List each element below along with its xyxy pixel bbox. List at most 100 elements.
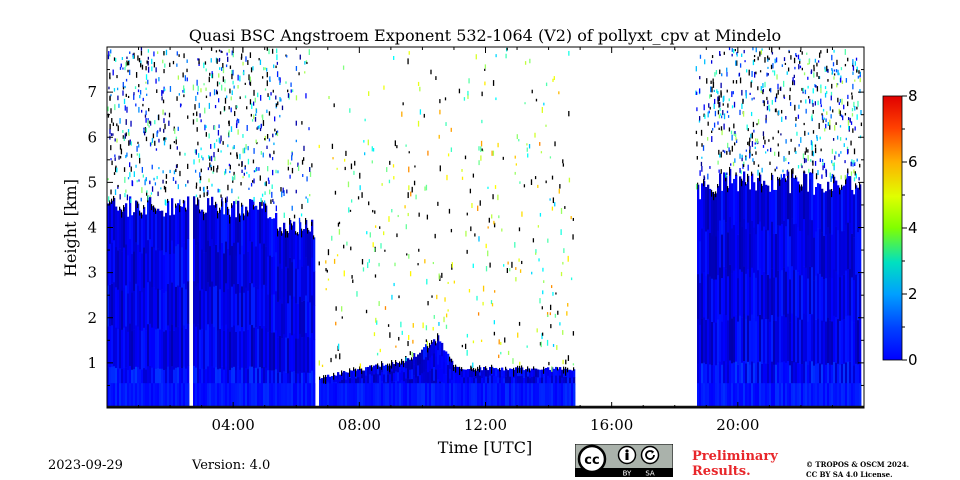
heatmap-cell — [423, 383, 426, 408]
heatmap-cell — [359, 363, 362, 369]
heatmap-cell — [363, 370, 366, 379]
heatmap-cell — [381, 361, 383, 370]
heatmap-cell — [339, 353, 341, 360]
heatmap-cell — [809, 172, 812, 220]
heatmap-cell — [723, 95, 725, 101]
heatmap-cell — [555, 292, 557, 295]
heatmap-cell — [495, 367, 498, 377]
heatmap-cell — [203, 291, 206, 331]
heatmap-cell — [331, 383, 334, 408]
heatmap-cell — [187, 323, 190, 366]
heatmap-cell — [291, 298, 294, 336]
heatmap-cell — [368, 201, 370, 206]
heatmap-cell — [401, 330, 403, 335]
heatmap-cell — [165, 212, 168, 253]
heatmap-cell — [697, 318, 700, 364]
heatmap-cell — [199, 209, 201, 214]
heatmap-cell — [735, 314, 738, 362]
heatmap-cell — [393, 383, 396, 408]
heatmap-cell — [739, 63, 742, 68]
heatmap-cell — [706, 78, 708, 84]
heatmap-cell — [208, 178, 210, 183]
heatmap-cell — [157, 383, 160, 408]
heatmap-cell — [521, 383, 524, 408]
heatmap-cell — [169, 330, 172, 370]
heatmap-cell — [853, 194, 856, 238]
heatmap-cell — [273, 383, 276, 408]
heatmap-cell — [355, 378, 358, 386]
heatmap-cell — [753, 58, 756, 62]
heatmap-cell — [847, 101, 849, 107]
heatmap-cell — [515, 367, 518, 376]
heatmap-cell — [308, 127, 310, 131]
heatmap-cell — [471, 369, 474, 378]
heatmap-cell — [380, 243, 382, 249]
heatmap-cell — [253, 206, 256, 248]
heatmap-cell — [461, 367, 463, 372]
heatmap-cell — [700, 129, 703, 136]
heatmap-cell — [801, 319, 804, 364]
heatmap-cell — [765, 119, 767, 124]
heatmap-cell — [233, 201, 236, 243]
heatmap-cell — [116, 167, 118, 173]
heatmap-cell — [797, 165, 800, 169]
heatmap-cell — [718, 149, 720, 155]
heatmap-cell — [785, 115, 787, 120]
heatmap-cell — [207, 240, 210, 283]
heatmap-cell — [267, 383, 270, 408]
heatmap-cell — [834, 125, 836, 131]
heatmap-cell — [523, 383, 526, 408]
heatmap-cell — [177, 383, 180, 408]
heatmap-cell — [475, 54, 477, 60]
heatmap-cell — [489, 375, 492, 384]
heatmap-cell — [860, 122, 863, 127]
heatmap-cell — [503, 383, 506, 408]
heatmap-cell — [139, 210, 141, 216]
heatmap-cell — [559, 367, 562, 376]
heatmap-cell — [466, 212, 468, 216]
heatmap-cell — [235, 331, 238, 371]
heatmap-cell — [489, 383, 492, 408]
heatmap-cell — [773, 151, 776, 156]
heatmap-cell — [471, 377, 474, 386]
heatmap-cell — [313, 271, 316, 306]
heatmap-cell — [817, 60, 820, 63]
heatmap-cell — [485, 368, 488, 377]
heatmap-cell — [838, 153, 840, 157]
heatmap-cell — [779, 270, 782, 317]
heatmap-cell — [368, 259, 370, 263]
heatmap-cell — [851, 113, 854, 117]
heatmap-cell — [293, 258, 296, 297]
heatmap-cell — [306, 61, 308, 65]
heatmap-cell — [845, 270, 848, 317]
heatmap-cell — [116, 123, 118, 127]
heatmap-cell — [243, 147, 246, 154]
heatmap-cell — [355, 368, 357, 377]
heatmap-cell — [783, 173, 786, 222]
heatmap-cell — [831, 277, 834, 322]
badge-by-label: BY — [623, 470, 632, 478]
heatmap-cell — [557, 310, 559, 315]
heatmap-cell — [844, 160, 846, 164]
heatmap-cell — [757, 223, 760, 271]
heatmap-cell — [195, 383, 198, 408]
heatmap-cell — [270, 92, 272, 96]
heatmap-cell — [205, 383, 208, 408]
heatmap-cell — [350, 199, 353, 203]
heatmap-cell — [175, 286, 178, 328]
heatmap-cell — [851, 189, 854, 234]
heatmap-cell — [753, 54, 756, 58]
heatmap-cell — [157, 208, 160, 249]
heatmap-cell — [503, 264, 505, 267]
heatmap-cell — [197, 85, 199, 92]
heatmap-cell — [290, 82, 292, 87]
heatmap-cell — [185, 249, 188, 290]
heatmap-cell — [839, 276, 842, 321]
heatmap-cell — [117, 95, 119, 101]
heatmap-cell — [773, 70, 776, 76]
heatmap-cell — [151, 246, 154, 288]
heatmap-cell — [853, 322, 856, 366]
heatmap-cell — [205, 87, 207, 91]
heatmap-cell — [808, 96, 810, 99]
heatmap-cell — [801, 275, 804, 320]
